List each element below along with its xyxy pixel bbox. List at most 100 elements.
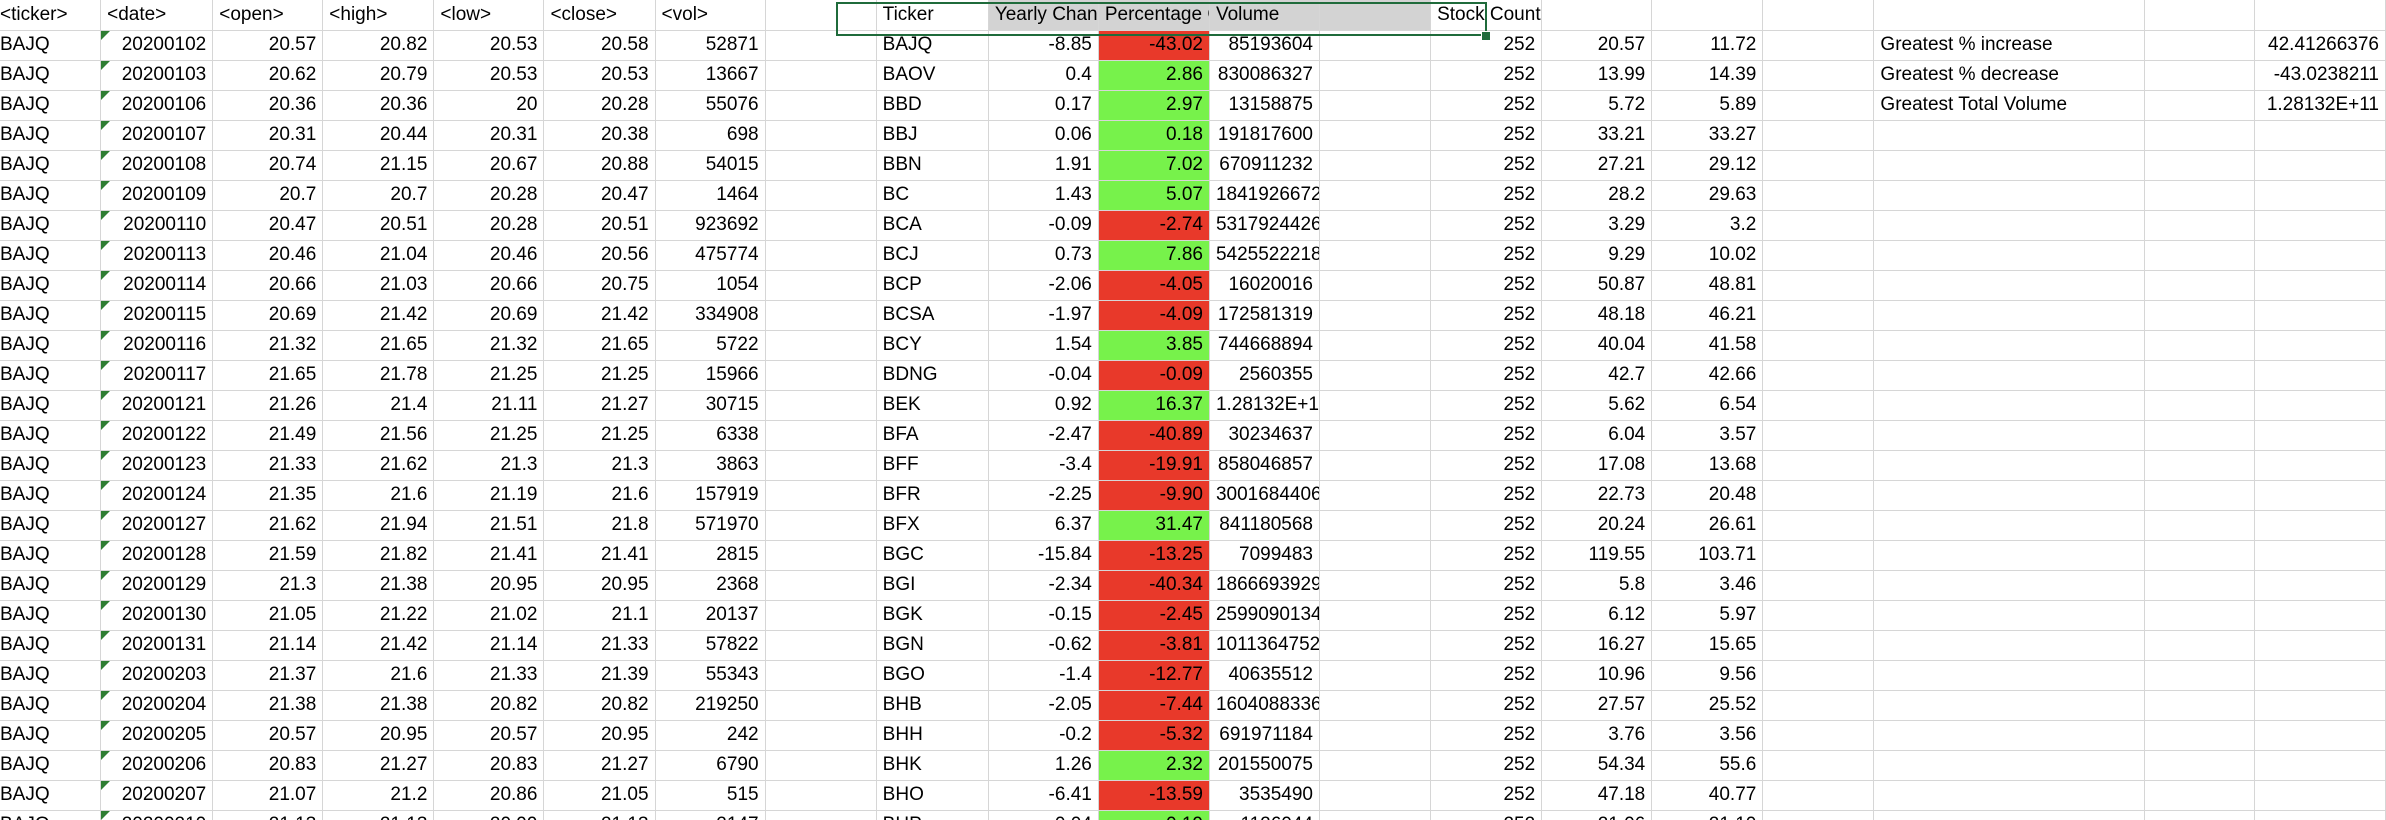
cell-percentage-change[interactable]: 0.19 xyxy=(1098,810,1210,820)
cell-high[interactable]: 21.38 xyxy=(322,570,435,601)
cell-volume[interactable]: 40635512 xyxy=(1209,660,1321,691)
cell-blank[interactable] xyxy=(2144,600,2255,631)
cell-ticker[interactable]: BAJQ xyxy=(0,600,102,631)
cell-blank[interactable] xyxy=(765,780,877,811)
cell-high[interactable]: 20.79 xyxy=(322,60,435,91)
cell-stat-value[interactable] xyxy=(2254,120,2386,151)
cell-stock-count[interactable]: 252 xyxy=(1430,600,1543,631)
cell-vol[interactable]: 6338 xyxy=(655,420,766,451)
cell-stat-label[interactable] xyxy=(1873,300,2145,331)
header-cell[interactable] xyxy=(2254,0,2386,31)
cell-blank[interactable] xyxy=(2144,60,2255,91)
cell-vol[interactable]: 30715 xyxy=(655,390,766,421)
cell-blank[interactable] xyxy=(2144,570,2255,601)
cell-close-price[interactable]: 3.46 xyxy=(1651,570,1764,601)
cell-volume[interactable]: 85193604 xyxy=(1209,30,1321,61)
header-cell[interactable] xyxy=(1651,0,1764,31)
cell-open-price[interactable]: 20.24 xyxy=(1541,510,1653,541)
cell-volume[interactable]: 744668894 xyxy=(1209,330,1321,361)
cell-summary-ticker[interactable]: BHK xyxy=(876,750,989,781)
cell-stat-value[interactable] xyxy=(2254,480,2386,511)
cell-stat-label[interactable] xyxy=(1873,690,2145,721)
cell-blank[interactable] xyxy=(1762,540,1875,571)
cell-blank[interactable] xyxy=(1319,720,1432,751)
cell-vol[interactable]: 6790 xyxy=(655,750,766,781)
cell-date[interactable]: 20200210 xyxy=(100,810,214,820)
cell-ticker[interactable]: BAJQ xyxy=(0,270,102,301)
cell-stat-label[interactable] xyxy=(1873,510,2145,541)
cell-high[interactable]: 21.38 xyxy=(322,690,435,721)
header-cell-percentage-change[interactable]: Percentage Change xyxy=(1098,0,1210,31)
cell-stat-label[interactable] xyxy=(1873,390,2145,421)
cell-yearly-change[interactable]: 1.91 xyxy=(988,150,1099,181)
cell-close-price[interactable]: 13.68 xyxy=(1651,450,1764,481)
cell-open[interactable]: 21.37 xyxy=(212,660,324,691)
cell-close-price[interactable]: 20.48 xyxy=(1651,480,1764,511)
cell-summary-ticker[interactable]: BGI xyxy=(876,570,989,601)
cell-percentage-change[interactable]: 7.02 xyxy=(1098,150,1210,181)
cell-stat-label[interactable] xyxy=(1873,270,2145,301)
cell-volume[interactable]: 841180568 xyxy=(1209,510,1321,541)
cell-open-price[interactable]: 33.21 xyxy=(1541,120,1653,151)
cell-blank[interactable] xyxy=(1319,480,1432,511)
cell-blank[interactable] xyxy=(1319,330,1432,361)
cell-open-price[interactable]: 48.18 xyxy=(1541,300,1653,331)
cell-blank[interactable] xyxy=(765,630,877,661)
cell-date[interactable]: 20200206 xyxy=(100,750,214,781)
cell-date[interactable]: 20200204 xyxy=(100,690,214,721)
cell-percentage-change[interactable]: -7.44 xyxy=(1098,690,1210,721)
cell-date[interactable]: 20200207 xyxy=(100,780,214,811)
cell-vol[interactable]: 515 xyxy=(655,780,766,811)
cell-blank[interactable] xyxy=(1762,780,1875,811)
cell-ticker[interactable]: BAJQ xyxy=(0,330,102,361)
cell-blank[interactable] xyxy=(1762,660,1875,691)
cell-high[interactable]: 21.03 xyxy=(322,270,435,301)
cell-open[interactable]: 21.62 xyxy=(212,510,324,541)
cell-percentage-change[interactable]: -19.91 xyxy=(1098,450,1210,481)
cell-blank[interactable] xyxy=(1319,570,1432,601)
cell-percentage-change[interactable]: -13.59 xyxy=(1098,780,1210,811)
header-cell[interactable] xyxy=(1762,0,1875,31)
cell-blank[interactable] xyxy=(765,90,877,121)
cell-blank[interactable] xyxy=(1319,360,1432,391)
cell-date[interactable]: 20200108 xyxy=(100,150,214,181)
cell-blank[interactable] xyxy=(765,240,877,271)
cell-close-price[interactable]: 5.89 xyxy=(1651,90,1764,121)
cell-stock-count[interactable]: 252 xyxy=(1430,90,1543,121)
cell-open[interactable]: 20.57 xyxy=(212,720,324,751)
cell-blank[interactable] xyxy=(1319,60,1432,91)
cell-stat-label[interactable] xyxy=(1873,750,2145,781)
cell-percentage-change[interactable]: 2.32 xyxy=(1098,750,1210,781)
cell-stock-count[interactable]: 252 xyxy=(1430,120,1543,151)
cell-percentage-change[interactable]: -2.45 xyxy=(1098,600,1210,631)
cell-ticker[interactable]: BAJQ xyxy=(0,660,102,691)
cell-high[interactable]: 21.78 xyxy=(322,360,435,391)
cell-blank[interactable] xyxy=(2144,360,2255,391)
cell-stat-label[interactable] xyxy=(1873,120,2145,151)
cell-blank[interactable] xyxy=(2144,750,2255,781)
cell-high[interactable]: 21.6 xyxy=(322,660,435,691)
cell-summary-ticker[interactable]: BCP xyxy=(876,270,989,301)
cell-volume[interactable]: 858046857 xyxy=(1209,450,1321,481)
cell-high[interactable]: 21.4 xyxy=(322,390,435,421)
cell-open[interactable]: 20.31 xyxy=(212,120,324,151)
cell-stock-count[interactable]: 252 xyxy=(1430,810,1543,820)
cell-high[interactable]: 20.82 xyxy=(322,30,435,61)
cell-close[interactable]: 21.65 xyxy=(543,330,656,361)
cell-stock-count[interactable]: 252 xyxy=(1430,150,1543,181)
cell-blank[interactable] xyxy=(765,750,877,781)
cell-stat-value[interactable] xyxy=(2254,570,2386,601)
cell-blank[interactable] xyxy=(2144,720,2255,751)
cell-high[interactable]: 21.42 xyxy=(322,300,435,331)
cell-yearly-change[interactable]: -2.47 xyxy=(988,420,1099,451)
cell-open[interactable]: 21.05 xyxy=(212,600,324,631)
cell-ticker[interactable]: BAJQ xyxy=(0,420,102,451)
cell-blank[interactable] xyxy=(1319,420,1432,451)
cell-high[interactable]: 21.2 xyxy=(322,780,435,811)
cell-ticker[interactable]: BAJQ xyxy=(0,780,102,811)
cell-summary-ticker[interactable]: BCJ xyxy=(876,240,989,271)
cell-stat-value[interactable] xyxy=(2254,510,2386,541)
cell-close[interactable]: 20.56 xyxy=(543,240,656,271)
cell-blank[interactable] xyxy=(1762,180,1875,211)
cell-close-price[interactable]: 103.71 xyxy=(1651,540,1764,571)
